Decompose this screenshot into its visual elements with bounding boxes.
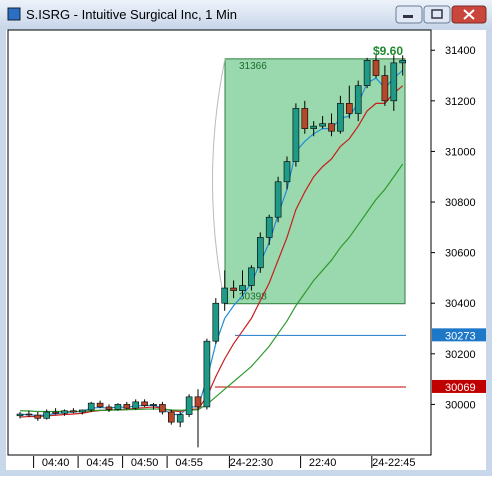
x-tick-label: 04:40 [42, 457, 70, 469]
candle-body [16, 413, 24, 417]
candle-body [123, 404, 131, 409]
candle-body [221, 287, 228, 304]
x-tick-label: 24-22:30 [230, 457, 273, 469]
candle-body [319, 123, 326, 127]
candle-body [345, 103, 353, 114]
candle-body [52, 411, 59, 414]
candle-body [176, 414, 184, 423]
selection-arc [212, 58, 226, 304]
candle-body [310, 125, 318, 129]
y-tick-label: 30600 [445, 248, 476, 260]
candle-body [239, 285, 246, 291]
range-low-label: 30398 [239, 292, 267, 303]
candle-body [248, 267, 255, 286]
candle-body [159, 404, 166, 413]
app-icon [7, 7, 21, 21]
candle-body [203, 340, 211, 408]
minimize-icon [403, 15, 413, 18]
candle-body [34, 414, 42, 419]
candle-body [96, 402, 104, 408]
window-title: S.ISRG - Intuitive Surgical Inc, 1 Min [26, 7, 237, 22]
candle-body [141, 401, 148, 406]
candle-body [372, 60, 380, 76]
candle-body [363, 60, 371, 86]
candle-body [212, 302, 220, 342]
candle-body [168, 411, 175, 423]
price-badge [432, 328, 486, 342]
candle-body [132, 401, 139, 409]
x-tick-label: 04:50 [131, 457, 159, 469]
candle-body [354, 85, 362, 114]
candle-body [381, 75, 389, 102]
candle-body [328, 123, 335, 132]
x-tick-label: 04:55 [175, 457, 203, 469]
minimize-button[interactable] [395, 5, 423, 24]
y-tick-label: 31200 [445, 96, 476, 108]
candle-body [114, 404, 122, 410]
candle-body [70, 410, 77, 413]
candle-body [194, 396, 202, 408]
moving-average-line [19, 85, 404, 418]
candle-body [265, 216, 273, 238]
range-change-label: $9.60 [373, 44, 403, 58]
candle-body [337, 103, 344, 132]
close-icon [463, 9, 475, 20]
x-tick-label: 22:40 [309, 457, 337, 469]
candle-body [79, 409, 86, 413]
candle-body [25, 413, 33, 416]
y-tick-label: 30200 [445, 349, 476, 361]
maximize-icon [431, 9, 443, 19]
candle-body [292, 108, 300, 162]
x-tick-label: 04:45 [86, 457, 114, 469]
plot: 31366 30398 $9.60 30000 30200 30400 30600 30800… [16, 44, 486, 469]
price-badge-label: 30069 [445, 382, 476, 394]
price-badge [432, 379, 486, 393]
candle-body [390, 62, 398, 102]
y-tick-label: 30400 [445, 298, 476, 310]
candle-body [274, 181, 282, 218]
candle-body [399, 60, 407, 64]
maximize-button[interactable] [423, 5, 451, 24]
y-tick-label: 31400 [445, 45, 476, 57]
range-box [224, 58, 406, 305]
candle-body [87, 402, 95, 411]
y-tick-label: 30800 [445, 197, 476, 209]
price-badge-label: 30273 [445, 330, 476, 342]
y-tick-label: 31000 [445, 146, 476, 158]
candle-body [230, 287, 237, 291]
candle-body [150, 404, 157, 406]
candle-body [301, 108, 309, 129]
candle-body [256, 237, 264, 269]
candle-body [185, 396, 193, 415]
y-tick-label: 30000 [445, 399, 476, 411]
candle-body [105, 406, 113, 410]
range-high-label: 31366 [239, 61, 267, 72]
candle-body [43, 411, 51, 419]
candle-body [283, 161, 291, 183]
candle-body [61, 410, 68, 414]
x-tick-label: 24-22:45 [372, 457, 415, 469]
